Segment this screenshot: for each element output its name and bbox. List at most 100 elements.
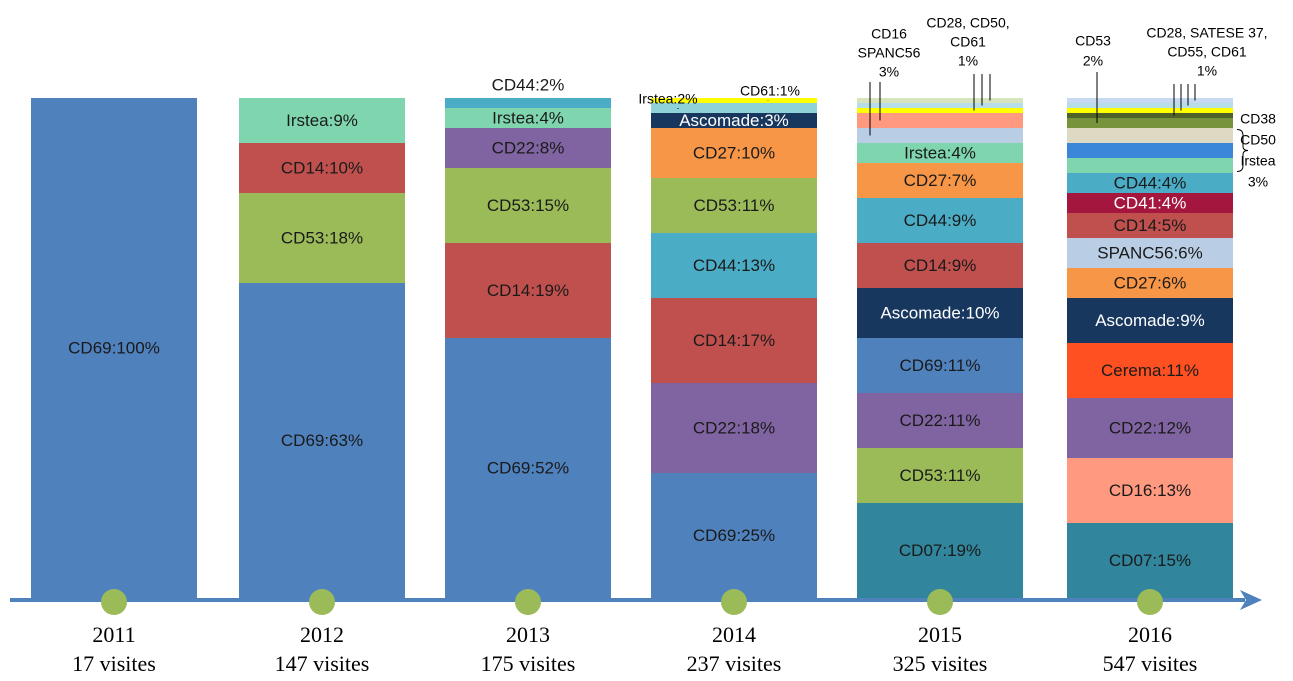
bar-segment xyxy=(1067,298,1233,343)
segment-label: CD69:63% xyxy=(281,431,363,450)
bar-segment xyxy=(445,128,611,168)
callout-brace xyxy=(1236,129,1249,172)
segment-label: Ascomade:9% xyxy=(1095,311,1205,330)
bar-segment xyxy=(445,98,611,108)
bar-segment xyxy=(857,163,1023,198)
bar-segment xyxy=(1067,118,1233,128)
bar-segment xyxy=(651,383,817,473)
segment-label: CD44:9% xyxy=(904,211,977,230)
bar-segment xyxy=(31,98,197,598)
bar-segment xyxy=(651,298,817,383)
timeline-dot xyxy=(309,589,335,615)
bar-segment xyxy=(445,108,611,128)
bar-segment xyxy=(651,128,817,178)
segment-label: CD22:8% xyxy=(492,138,565,157)
bar-segment xyxy=(651,98,817,103)
bar-segment xyxy=(857,113,1023,128)
bar-segment xyxy=(1067,158,1233,173)
year-label: 2013 xyxy=(506,622,550,647)
axis-arrow xyxy=(1240,590,1262,610)
segment-label: CD69:100% xyxy=(68,338,160,357)
bar-segment xyxy=(1067,213,1233,238)
bar-segment xyxy=(857,338,1023,393)
bar-segment xyxy=(857,503,1023,598)
bar-segment xyxy=(651,113,817,128)
segment-label: Irstea:4% xyxy=(904,143,976,162)
year-label: 2015 xyxy=(918,622,962,647)
timeline-dot xyxy=(1137,589,1163,615)
bar-segment xyxy=(1067,458,1233,523)
year-label: 2011 xyxy=(92,622,135,647)
segment-label: CD44:4% xyxy=(1114,173,1187,192)
visits-label: 547 visites xyxy=(1103,651,1198,676)
callout-text: 3% xyxy=(1248,174,1268,190)
callout-text: 2% xyxy=(1083,53,1103,69)
segment-label: Irstea:9% xyxy=(286,111,358,130)
callout-text: CD61 xyxy=(950,34,986,50)
visits-label: 175 visites xyxy=(481,651,576,676)
bar-segment xyxy=(239,98,405,143)
callout-text: 1% xyxy=(958,53,978,69)
callout-text: CD38 xyxy=(1240,111,1276,127)
bar-segment xyxy=(651,178,817,233)
segment-label: CD69:52% xyxy=(487,458,569,477)
timeline-dot xyxy=(515,589,541,615)
bar-segment xyxy=(445,243,611,338)
callout-text: 1% xyxy=(1197,63,1217,79)
segment-label: CD27:6% xyxy=(1114,273,1187,292)
segment-label: CD22:11% xyxy=(900,411,981,430)
segment-label: CD53:18% xyxy=(281,228,363,247)
bar-segment xyxy=(1067,108,1233,113)
bar-segment xyxy=(857,98,1023,103)
callout-text: CD53 xyxy=(1075,33,1111,49)
bar-segment xyxy=(651,103,817,113)
callout-text: CD50 xyxy=(1240,132,1276,148)
bar-segment xyxy=(651,473,817,598)
bar-segment xyxy=(1067,523,1233,598)
timeline-dot xyxy=(927,589,953,615)
visits-label: 237 visites xyxy=(687,651,782,676)
visits-label: 17 visites xyxy=(72,651,156,676)
segment-label: CD44:2% xyxy=(492,75,565,94)
visits-label: 325 visites xyxy=(893,651,988,676)
bar-segment xyxy=(1067,193,1233,213)
segment-label: Cerema:11% xyxy=(1101,361,1199,380)
segment-label: CD27:10% xyxy=(693,143,775,162)
bar-segment xyxy=(1067,398,1233,458)
callout-text: 3% xyxy=(879,64,899,80)
segment-label: Irstea:4% xyxy=(492,108,564,127)
bar-segment xyxy=(239,193,405,283)
segment-label: CD53:11% xyxy=(900,466,981,485)
bar-segment xyxy=(1067,343,1233,398)
segment-label: CD14:19% xyxy=(487,281,569,300)
bar-segment xyxy=(1067,113,1233,118)
segment-label: CD14:9% xyxy=(904,256,977,275)
bar-segment xyxy=(857,448,1023,503)
segment-label: SPANC56:6% xyxy=(1097,243,1203,262)
bar-segment xyxy=(239,143,405,193)
segment-label: Ascomade:3% xyxy=(679,111,789,130)
segment-label: CD27:7% xyxy=(904,171,977,190)
bar-segment xyxy=(1067,103,1233,108)
segment-label: CD14:10% xyxy=(281,158,363,177)
bar-segment xyxy=(239,283,405,598)
bar-segment xyxy=(857,393,1023,448)
year-label: 2014 xyxy=(712,622,756,647)
bar-segment xyxy=(445,168,611,243)
callout-text: CD55, CD61 xyxy=(1167,44,1247,60)
callout-text: CD16 xyxy=(871,26,907,42)
segment-label: Ascomade:10% xyxy=(880,303,999,322)
bar-segment xyxy=(857,103,1023,108)
segment-label: CD16:13% xyxy=(1109,481,1191,500)
callout-text: CD61:1% xyxy=(740,83,800,99)
timeline-dot xyxy=(721,589,747,615)
segment-label: CD41:4% xyxy=(1114,193,1187,212)
callout-text: CD28, CD50, xyxy=(926,15,1009,31)
segment-label: CD69:25% xyxy=(693,526,775,545)
callout-text: Irstea:2% xyxy=(638,91,697,107)
bar-segment xyxy=(1067,98,1233,103)
bar-segment xyxy=(857,108,1023,113)
year-label: 2016 xyxy=(1128,622,1172,647)
bar-segment xyxy=(1067,173,1233,193)
bar-segment xyxy=(857,143,1023,163)
